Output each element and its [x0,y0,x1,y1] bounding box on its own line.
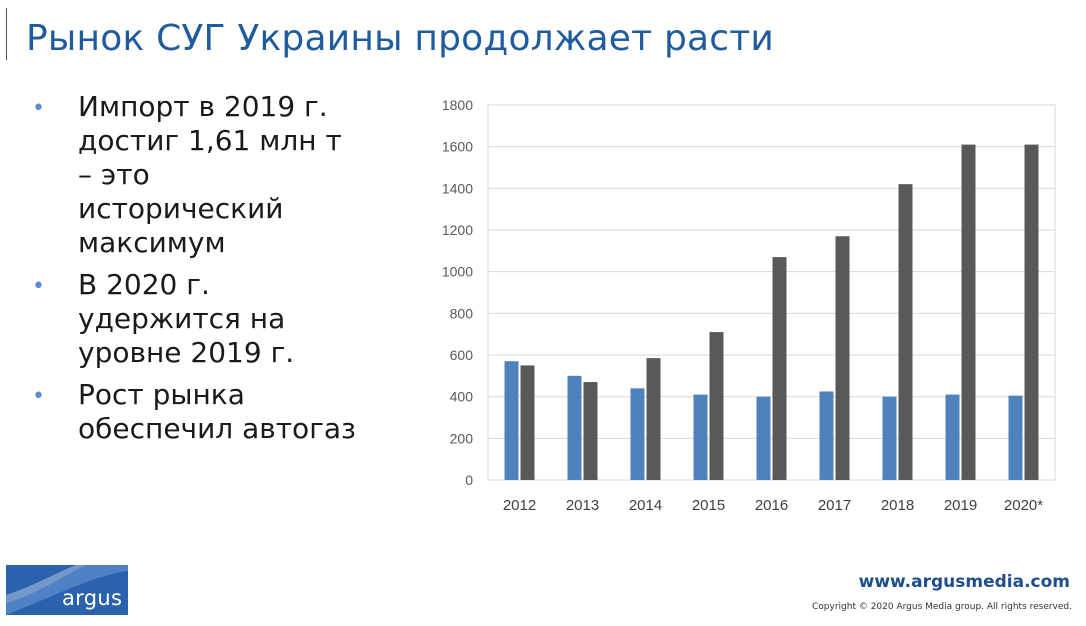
bar-series-1-2018 [882,396,897,480]
x-tick-label: 2016 [755,497,788,514]
bar-series-1-2020* [1008,395,1023,480]
bar-series-2-2017 [835,236,850,480]
bullet-dot-icon: • [32,96,45,121]
bullet-dot-icon: • [32,274,45,299]
y-tick-label: 0 [465,472,473,488]
bar-series-1-2012 [504,361,519,480]
x-tick-label: 2020* [1004,497,1043,514]
y-tick-label: 1800 [442,97,473,113]
bar-series-2-2012 [520,365,535,480]
footer-copyright: Copyright © 2020 Argus Media group. All … [812,602,1072,612]
bar-series-2-2014 [646,358,661,480]
x-tick-label: 2014 [629,497,662,514]
x-tick-label: 2013 [566,497,599,514]
bar-series-1-2016 [756,396,771,480]
bullet-item: • Рост рынка обеспечил автогаз [28,378,398,446]
y-tick-label: 600 [450,347,474,363]
slide-title: Рынок СУГ Украины продолжает расти [26,18,775,59]
y-tick-label: 1600 [442,139,473,155]
bar-series-1-2019 [945,394,960,480]
x-tick-label: 2018 [881,497,914,514]
bar-series-1-2017 [819,391,834,480]
bar-series-2-2013 [583,382,598,480]
y-tick-label: 1400 [442,180,473,196]
y-tick-label: 800 [450,305,474,321]
bar-series-2-2016 [772,257,787,480]
bar-series-1-2015 [693,394,708,480]
bar-series-1-2013 [567,375,582,480]
x-tick-label: 2019 [944,497,977,514]
bullet-item: • Импорт в 2019 г. достиг 1,61 млн т – э… [28,90,398,260]
left-rule [6,8,7,60]
footer-url[interactable]: www.argusmedia.com [858,572,1070,592]
bullet-text: Импорт в 2019 г. достиг 1,61 млн т – это… [78,90,342,259]
bar-series-1-2014 [630,388,645,480]
y-tick-label: 400 [450,389,474,405]
bullet-text: Рост рынка обеспечил автогаз [78,378,356,445]
bullet-text: В 2020 г. удержится на уровне 2019 г. [78,268,295,369]
y-tick-label: 1200 [442,222,473,238]
bar-series-2-2018 [898,184,913,480]
bullet-dot-icon: • [32,384,45,409]
y-tick-label: 200 [450,430,474,446]
logo-text: argus [62,586,123,610]
x-tick-label: 2012 [503,497,536,514]
argus-logo-icon [6,565,128,615]
import-bar-chart: 0 200 400 600 800 1000 1200 1400 1600 1800 2012 201… [442,97,1056,514]
x-tick-label: 2017 [818,497,851,514]
y-tick-label: 1000 [442,264,473,280]
bar-series-2-2020* [1024,144,1039,481]
bullet-list: • Импорт в 2019 г. достиг 1,61 млн т – э… [28,90,398,454]
bar-series-2-2019 [961,144,976,481]
bullet-item: • В 2020 г. удержится на уровне 2019 г. [28,268,398,370]
bar-series-2-2015 [709,332,724,480]
x-tick-label: 2015 [692,497,725,514]
